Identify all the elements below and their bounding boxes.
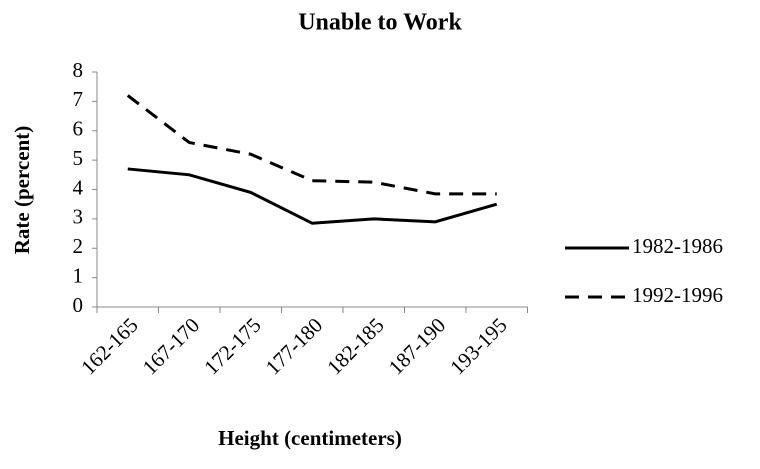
y-tick-label: 6 bbox=[73, 117, 84, 141]
y-tick-label: 8 bbox=[73, 58, 84, 82]
chart-title: Unable to Work bbox=[298, 10, 462, 36]
x-tick-label: 187-190 bbox=[384, 313, 450, 379]
x-axis-label: Height (centimeters) bbox=[218, 426, 402, 450]
y-tick-label: 5 bbox=[73, 146, 84, 170]
y-tick-label: 3 bbox=[73, 205, 84, 229]
y-tick-label: 1 bbox=[73, 263, 84, 287]
series-line bbox=[126, 94, 497, 196]
x-tick-label: 182-185 bbox=[322, 313, 388, 379]
x-tick-label: 167-170 bbox=[138, 313, 204, 379]
legend-label: 1992-1996 bbox=[632, 283, 723, 307]
y-tick-label: 7 bbox=[73, 87, 84, 111]
y-tick-label: 0 bbox=[73, 293, 84, 317]
x-tick-label: 162-165 bbox=[76, 313, 142, 379]
legend-label: 1982-1986 bbox=[632, 234, 723, 258]
y-tick-label: 2 bbox=[73, 234, 84, 258]
x-tick-label: 172-175 bbox=[199, 313, 265, 379]
series-line bbox=[127, 167, 498, 225]
y-tick-label: 4 bbox=[73, 175, 84, 199]
x-tick-label: 177-180 bbox=[261, 313, 327, 379]
x-tick-label: 193-195 bbox=[445, 313, 511, 379]
y-axis-label: Rate (percent) bbox=[10, 126, 34, 254]
